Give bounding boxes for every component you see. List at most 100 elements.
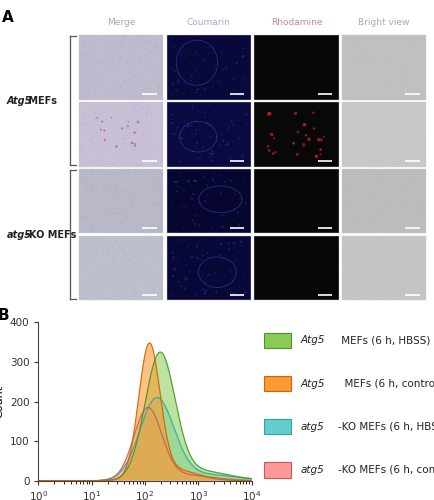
Point — [409, 240, 416, 248]
Point — [142, 142, 149, 150]
Point — [360, 210, 367, 218]
Point — [370, 146, 377, 154]
Point — [418, 36, 425, 44]
Point — [80, 64, 87, 72]
Point — [373, 197, 380, 205]
Point — [134, 118, 141, 126]
Point — [419, 80, 426, 88]
Point — [357, 44, 364, 52]
Point — [413, 256, 420, 264]
Point — [93, 280, 100, 287]
Point — [394, 158, 401, 166]
Point — [407, 74, 414, 82]
Point — [82, 72, 89, 80]
Point — [349, 220, 356, 228]
Point — [103, 169, 110, 177]
Point — [131, 128, 138, 136]
Point — [399, 106, 406, 114]
Point — [391, 127, 398, 135]
Point — [413, 43, 420, 51]
Point — [352, 242, 359, 250]
Point — [143, 102, 150, 110]
Point — [394, 124, 401, 132]
Point — [420, 74, 427, 82]
Point — [141, 234, 148, 242]
Point — [217, 251, 224, 259]
Point — [413, 110, 420, 118]
Point — [402, 98, 409, 106]
Point — [125, 82, 132, 90]
Point — [401, 150, 408, 158]
Point — [377, 218, 384, 226]
Point — [358, 153, 365, 161]
Point — [98, 58, 105, 66]
Point — [103, 38, 110, 46]
Point — [111, 115, 118, 123]
Point — [148, 228, 155, 235]
Point — [195, 239, 202, 247]
Point — [232, 142, 239, 150]
Point — [420, 84, 427, 92]
Point — [265, 110, 272, 118]
Point — [405, 192, 412, 200]
Point — [97, 126, 104, 134]
Point — [116, 158, 123, 166]
Point — [418, 199, 425, 207]
Point — [370, 228, 377, 236]
Point — [345, 108, 352, 116]
Point — [208, 157, 215, 165]
Point — [357, 250, 364, 258]
Point — [155, 70, 162, 78]
Point — [132, 239, 139, 247]
Point — [179, 184, 186, 192]
Point — [94, 214, 101, 222]
Point — [116, 254, 123, 262]
Point — [270, 134, 277, 142]
Point — [404, 117, 411, 125]
Point — [184, 122, 191, 130]
Point — [119, 234, 126, 241]
Point — [124, 198, 131, 205]
Point — [119, 272, 126, 280]
Point — [377, 202, 384, 210]
Point — [419, 211, 426, 219]
Point — [91, 40, 98, 48]
Point — [401, 270, 408, 278]
Point — [140, 139, 147, 147]
Point — [363, 88, 370, 96]
Point — [108, 36, 115, 44]
Point — [349, 44, 356, 52]
Point — [387, 224, 394, 232]
Point — [356, 114, 363, 122]
Point — [119, 152, 126, 160]
Point — [152, 145, 159, 153]
Point — [230, 121, 237, 129]
Point — [80, 254, 87, 262]
Point — [402, 242, 409, 250]
Point — [85, 237, 92, 245]
Point — [405, 144, 412, 152]
Point — [80, 278, 87, 286]
Point — [113, 142, 120, 150]
Point — [131, 190, 138, 198]
Point — [395, 274, 402, 282]
Point — [136, 58, 143, 66]
Point — [141, 123, 148, 131]
Point — [121, 273, 128, 281]
Point — [299, 141, 306, 149]
Point — [375, 40, 382, 48]
Point — [380, 216, 387, 224]
Point — [111, 238, 118, 246]
Point — [125, 142, 132, 150]
Point — [356, 128, 363, 136]
Point — [88, 206, 95, 214]
Point — [395, 113, 402, 121]
Point — [120, 140, 127, 147]
Point — [125, 158, 132, 166]
Point — [393, 270, 400, 278]
Point — [365, 218, 372, 226]
Point — [372, 226, 378, 234]
Point — [396, 247, 403, 255]
Point — [374, 176, 381, 184]
Point — [223, 54, 230, 62]
